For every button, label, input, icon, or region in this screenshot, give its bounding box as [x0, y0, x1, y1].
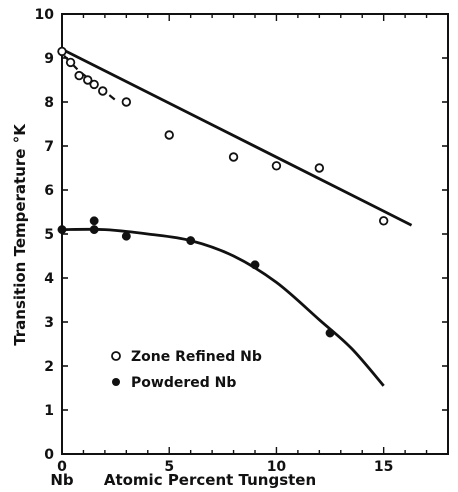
y-tick-label: 10 [35, 7, 55, 23]
legend: Zone Refined Nb Powdered Nb [111, 349, 262, 391]
powdered-point [325, 328, 335, 338]
powdered-point [89, 216, 99, 226]
x-tick-label: 5 [164, 459, 174, 475]
zone-refined-point [271, 161, 282, 171]
zone-refined-point [65, 57, 76, 68]
powdered-point [250, 260, 260, 270]
zone-refined-point [164, 130, 174, 140]
x-axis-label: Atomic Percent Tungsten [104, 471, 316, 489]
powdered-point [186, 236, 196, 246]
axis-ticks: 0 1 2 3 4 5 6 7 8 9 10 0 5 10 15 [35, 7, 448, 475]
zone-refined-point [98, 86, 108, 96]
y-tick-label: 3 [44, 315, 54, 331]
y-tick-label: 5 [44, 227, 54, 243]
zone-refined-point [378, 216, 389, 226]
y-tick-label: 6 [44, 183, 54, 199]
data-points [57, 46, 389, 338]
zone-refined-point [57, 46, 67, 57]
zone-refined-point [83, 75, 93, 85]
fit-lines [61, 47, 413, 387]
fit-line [61, 227, 385, 387]
zone-refined-point [74, 70, 84, 81]
y-tick-label: 0 [44, 447, 54, 463]
powdered-point [89, 225, 99, 235]
legend-marker-powdered [112, 378, 120, 386]
plot-border [61, 13, 449, 455]
plot-frame [61, 13, 449, 455]
y-tick-label: 8 [44, 95, 54, 111]
y-tick-label: 9 [44, 51, 54, 67]
legend-label-zone-refined: Zone Refined Nb [131, 349, 262, 365]
x-origin-label: Nb [50, 471, 74, 489]
powdered-point [57, 225, 67, 235]
y-tick-label: 7 [44, 139, 54, 155]
x-tick-label: 0 [57, 459, 67, 475]
y-axis-label: Transition Temperature °K [11, 123, 29, 346]
y-tick-label: 1 [44, 403, 54, 419]
legend-label-powdered: Powdered Nb [131, 375, 236, 391]
legend-marker-zone-refined [111, 351, 121, 361]
zone-refined-point [121, 97, 132, 107]
x-tick-label: 15 [374, 459, 393, 475]
x-tick-label: 10 [267, 459, 287, 475]
zone-refined-point [228, 152, 239, 162]
y-tick-label: 4 [44, 271, 54, 287]
fit-line [61, 47, 413, 227]
y-tick-label: 2 [44, 359, 54, 375]
powdered-point [121, 231, 131, 241]
zone-refined-point [314, 163, 325, 173]
zone-refined-point [89, 79, 99, 90]
